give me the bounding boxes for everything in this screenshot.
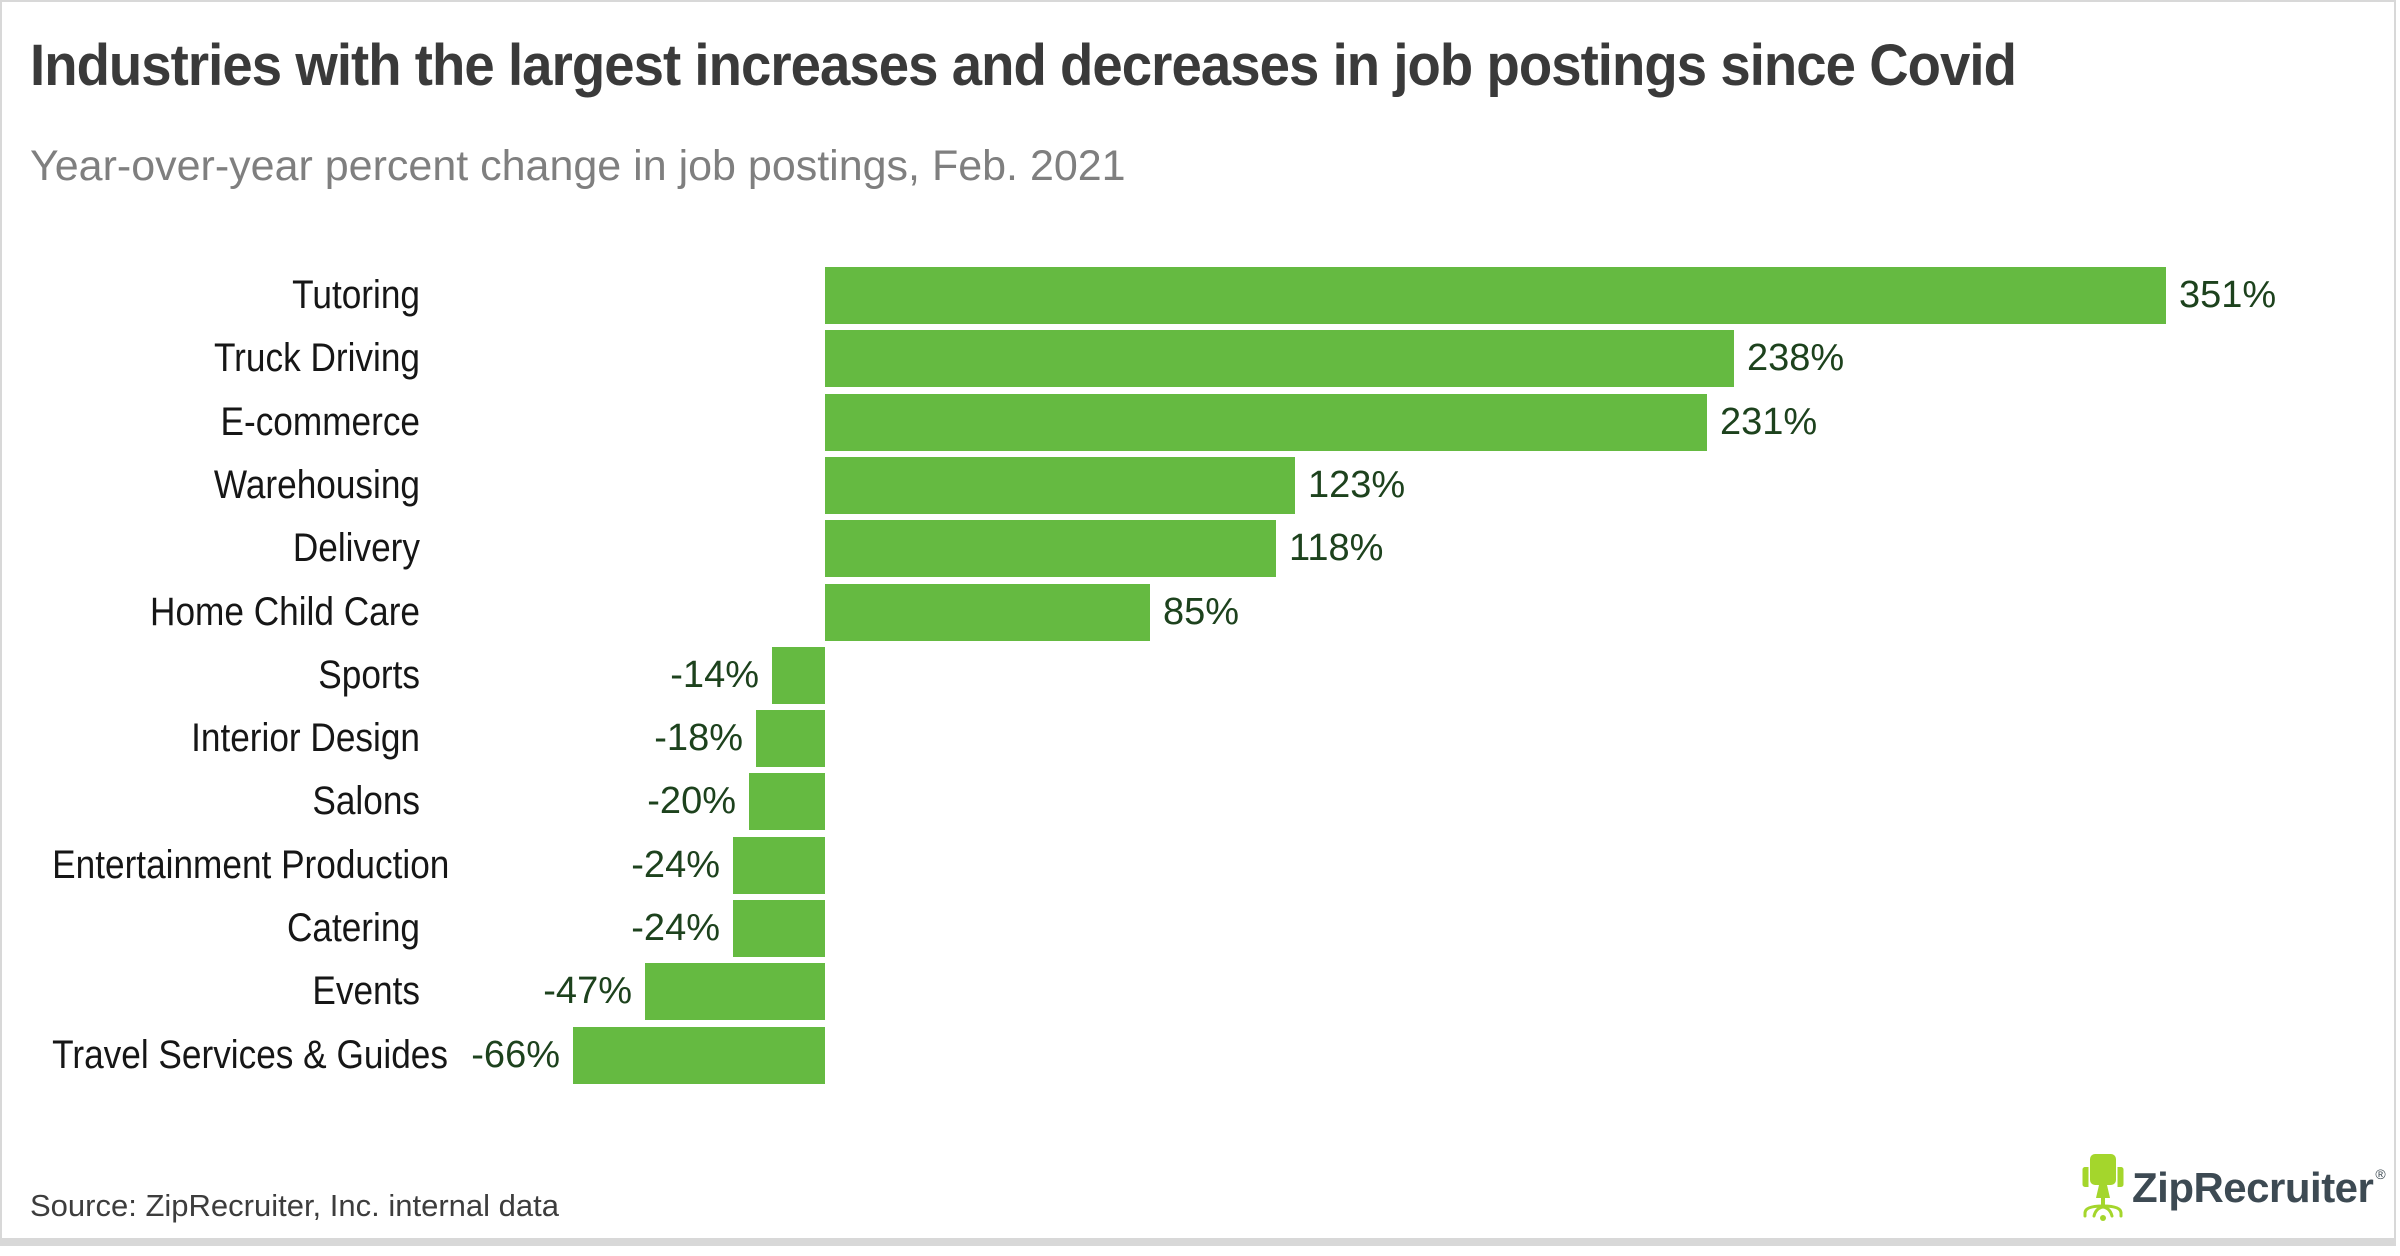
bar-interior-design [756, 710, 825, 767]
value-label-e-commerce: 231% [1720, 401, 1818, 443]
value-label-events: -47% [543, 970, 632, 1012]
category-label-events: Events [312, 969, 420, 1013]
category-label-delivery: Delivery [292, 526, 420, 570]
value-label-delivery: 118% [1289, 527, 1384, 569]
bar-entertainment-production [733, 837, 825, 894]
category-label-travel-services-guides: Travel Services & Guides [52, 1033, 448, 1077]
bar-tutoring [825, 267, 2166, 324]
value-label-interior-design: -18% [654, 717, 743, 759]
category-label-home-child-care: Home Child Care [150, 590, 420, 634]
bar-catering [733, 900, 825, 957]
value-label-travel-services-guides: -66% [471, 1034, 560, 1076]
office-chair-icon [2082, 1154, 2124, 1221]
bar-salons [749, 773, 825, 830]
category-label-entertainment-production: Entertainment Production [52, 843, 450, 887]
category-label-e-commerce: E-commerce [220, 400, 420, 444]
value-label-tutoring: 351% [2179, 274, 2277, 316]
bar-delivery [825, 520, 1276, 577]
value-label-entertainment-production: -24% [631, 844, 720, 886]
logo-text: ZipRecruiter [2132, 1164, 2374, 1211]
category-label-salons: Salons [312, 779, 420, 823]
page-subtitle: Year-over-year percent change in job pos… [30, 142, 1126, 190]
bar-warehousing [825, 457, 1295, 514]
value-label-home-child-care: 85% [1163, 591, 1240, 633]
bar-truck-driving [825, 330, 1734, 387]
chart: Tutoring 351% Truck Driving 238% E-commerce 2… [2, 2, 2398, 1142]
category-label-tutoring: Tutoring [292, 273, 420, 317]
bar-events [645, 963, 825, 1020]
value-label-catering: -24% [631, 907, 720, 949]
category-label-interior-design: Interior Design [191, 716, 420, 760]
source-note: Source: ZipRecruiter, Inc. internal data [30, 1188, 559, 1223]
value-label-warehousing: 123% [1308, 464, 1406, 506]
bar-sports [772, 647, 825, 704]
page-title: Industries with the largest increases an… [30, 33, 2017, 98]
bar-e-commerce [825, 394, 1707, 451]
value-label-truck-driving: 238% [1747, 337, 1845, 379]
ziprecruiter-logo: ZipRecruiter ® [2082, 1152, 2386, 1224]
category-label-catering: Catering [286, 906, 420, 950]
category-label-truck-driving: Truck Driving [213, 336, 420, 380]
value-label-sports: -14% [670, 654, 759, 696]
bar-home-child-care [825, 584, 1150, 641]
category-label-warehousing: Warehousing [213, 463, 420, 507]
category-label-sports: Sports [318, 653, 420, 697]
registered-mark: ® [2375, 1166, 2386, 1182]
value-label-salons: -20% [647, 780, 736, 822]
bar-travel-services-guides [573, 1027, 825, 1084]
